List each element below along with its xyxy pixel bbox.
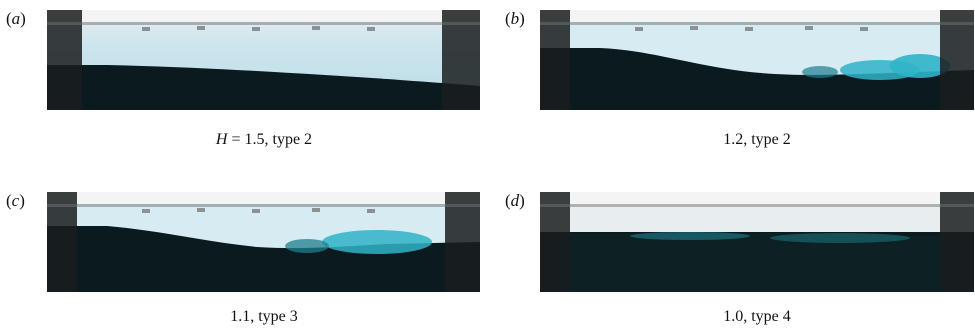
caption-panel-a: H = 1.5, type 2 <box>215 131 313 148</box>
panel-label-d: (d) <box>505 191 525 210</box>
photo-panel-c <box>47 192 480 292</box>
caption-panel-c: 1.1, type 3 <box>230 308 298 325</box>
caption-panel-d: 1.0, type 4 <box>723 308 791 325</box>
caption-panel-b: 1.2, type 2 <box>723 131 791 148</box>
panel-label-c: (c) <box>6 191 25 210</box>
panel-label-a: (a) <box>6 9 26 28</box>
photo-panel-b <box>540 10 974 110</box>
photo-panel-d <box>540 192 974 292</box>
panel-label-b: (b) <box>505 9 525 28</box>
photo-panel-a <box>47 10 480 110</box>
